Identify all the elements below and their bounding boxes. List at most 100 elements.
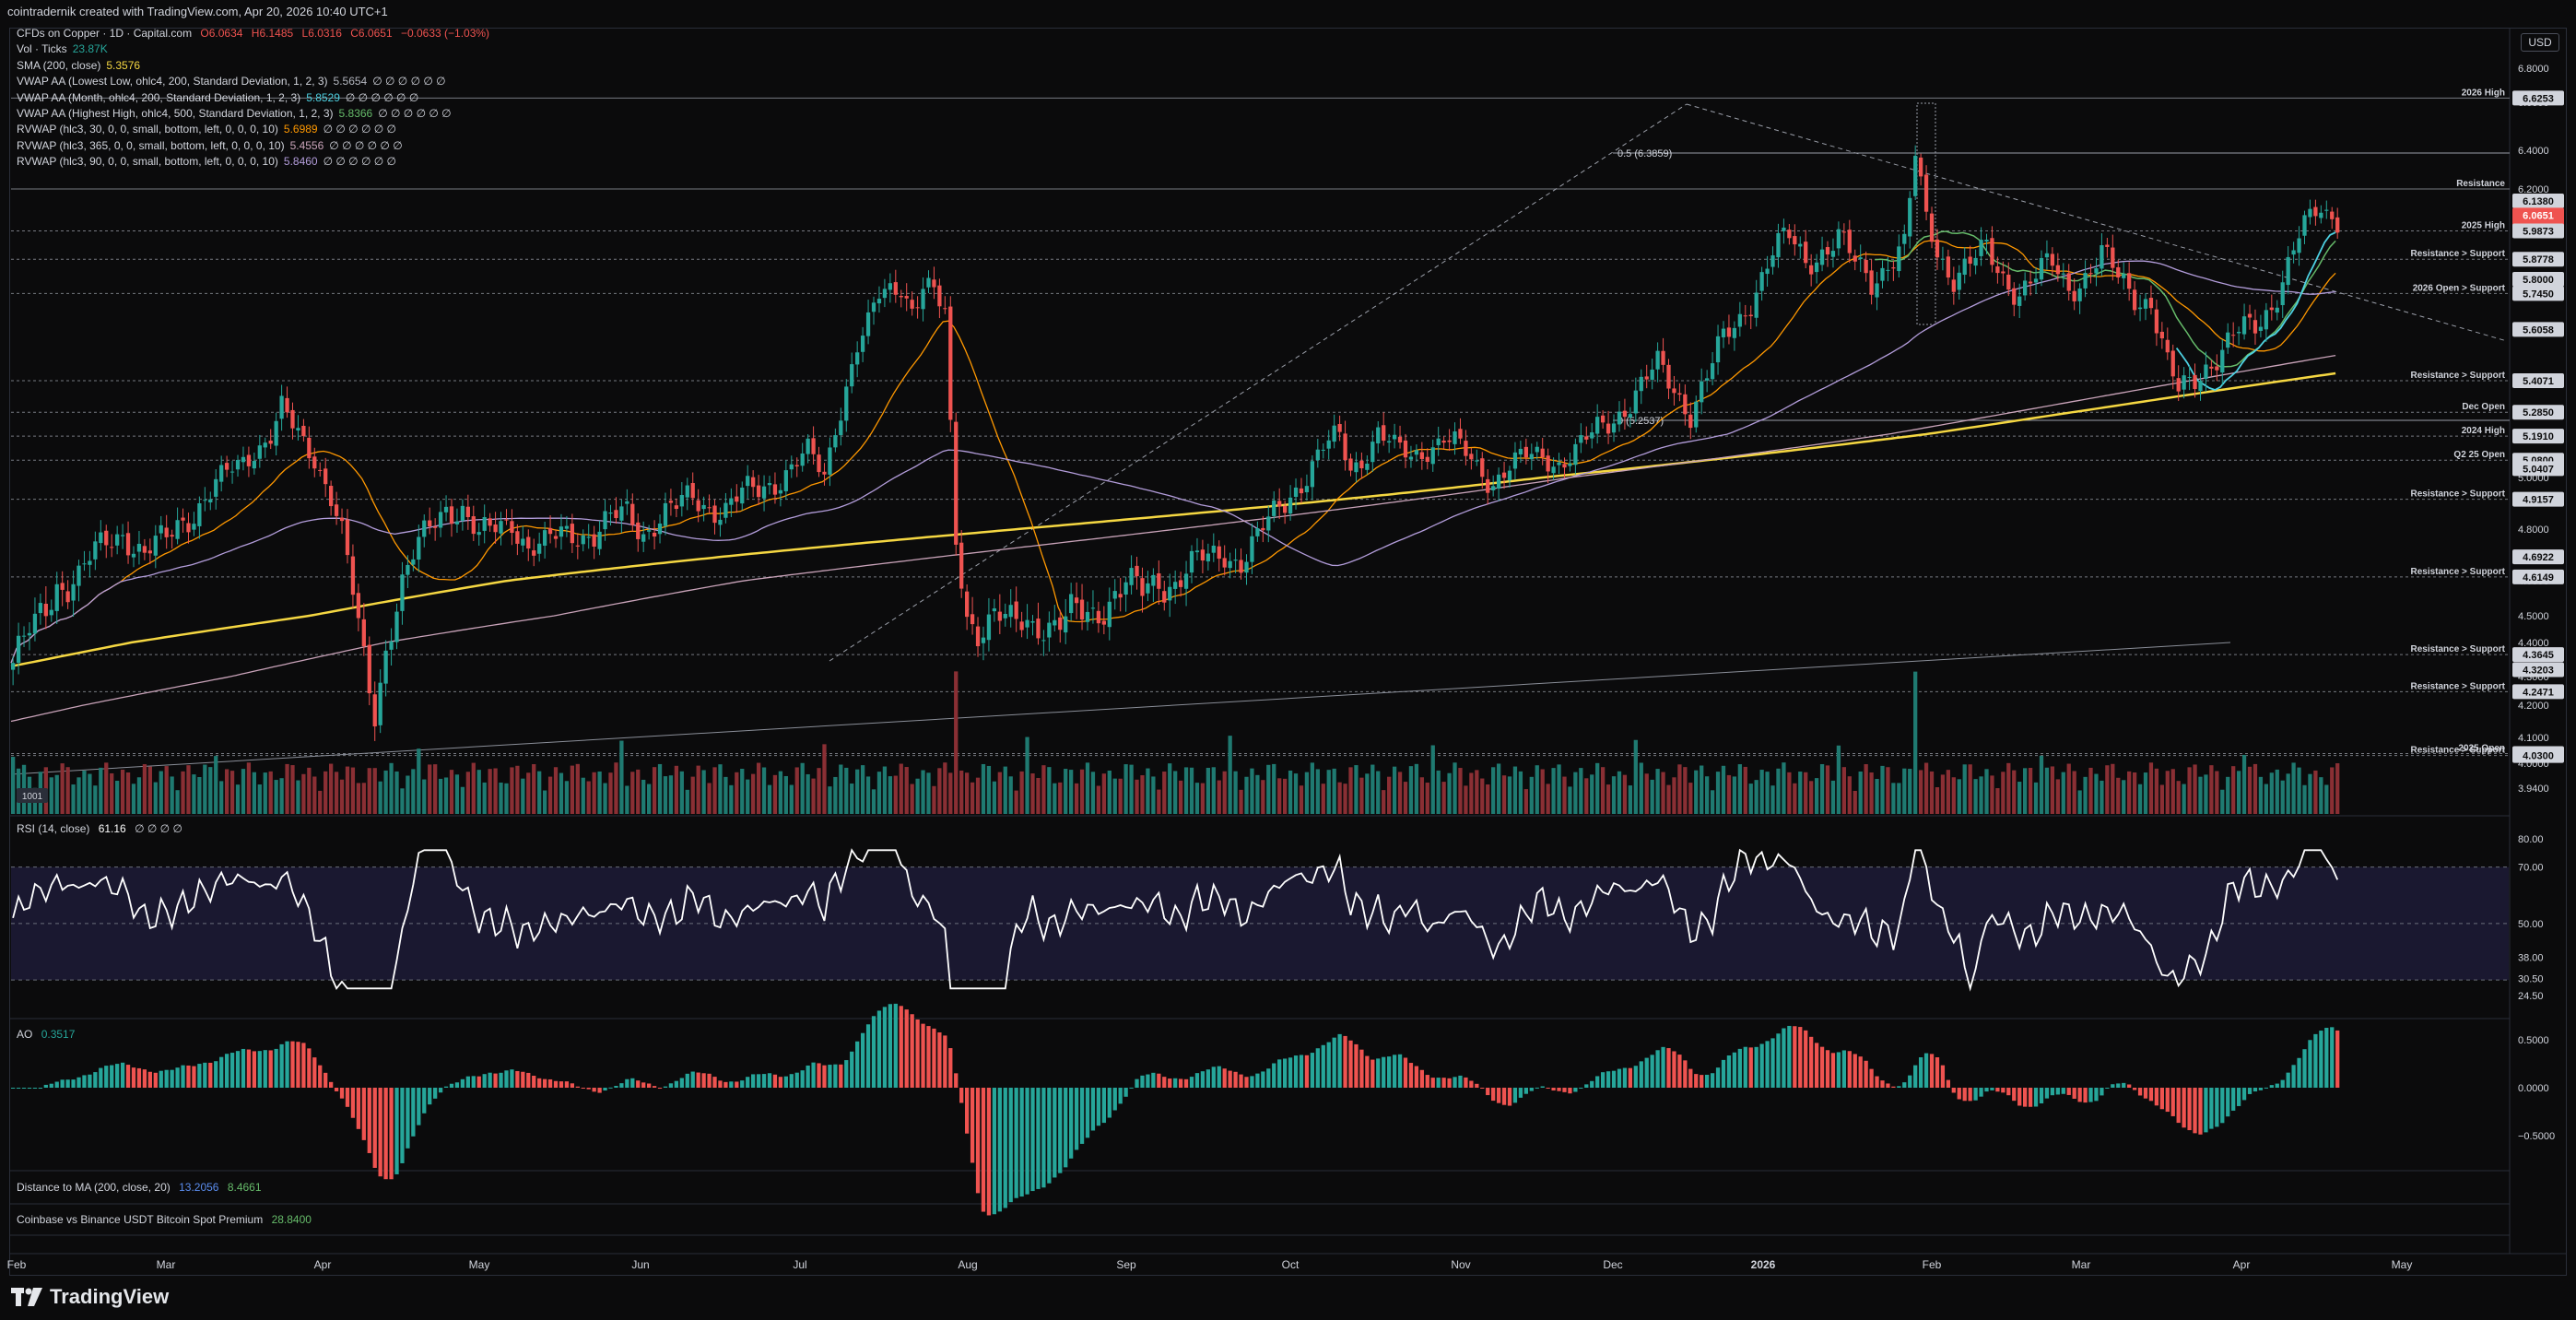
ao-bar bbox=[290, 1041, 295, 1088]
candle-body bbox=[811, 438, 816, 454]
candle-body bbox=[1946, 256, 1951, 278]
candle-body bbox=[38, 603, 43, 614]
ao-bar bbox=[570, 1083, 575, 1088]
price-badge-label: 5.2850 bbox=[2523, 407, 2554, 418]
volume-bar bbox=[646, 784, 652, 814]
candle-body bbox=[828, 447, 832, 475]
legend-row[interactable]: VWAP AA (Highest High, ohlc4, 500, Stand… bbox=[17, 106, 489, 122]
candle-body bbox=[833, 435, 838, 448]
chart-frame[interactable] bbox=[9, 28, 2567, 1276]
ao-bar bbox=[219, 1056, 224, 1088]
ao-bar bbox=[1408, 1063, 1414, 1088]
candle-body bbox=[564, 525, 570, 529]
volume-bar bbox=[2154, 768, 2159, 814]
ao-bar bbox=[367, 1088, 371, 1153]
ao-bar bbox=[1765, 1041, 1770, 1088]
premium-legend[interactable]: Coinbase vs Binance USDT Bitcoin Spot Pr… bbox=[17, 1213, 312, 1226]
legend-row[interactable]: Vol · Ticks 23.87K bbox=[17, 41, 489, 57]
candle-body bbox=[1611, 423, 1617, 433]
legend-row[interactable]: RVWAP (hlc3, 365, 0, 0, small, bottom, l… bbox=[17, 138, 489, 154]
ao-bar bbox=[1611, 1070, 1617, 1088]
candle-body bbox=[71, 583, 76, 601]
volume-bar bbox=[761, 767, 767, 814]
ao-legend[interactable]: AO 0.3517 bbox=[17, 1028, 75, 1041]
ao-bar bbox=[378, 1088, 382, 1177]
ao-bar bbox=[964, 1088, 970, 1134]
candle-body bbox=[800, 453, 805, 466]
ao-bar bbox=[1096, 1088, 1101, 1126]
volume-bar bbox=[1359, 777, 1364, 814]
tradingview-logo[interactable]: TradingView bbox=[11, 1283, 169, 1311]
volume-bar bbox=[1529, 776, 1534, 814]
candle-body bbox=[2165, 339, 2170, 353]
volume-bar bbox=[1382, 790, 1386, 814]
volume-bar bbox=[1157, 789, 1161, 814]
candle-body bbox=[1129, 568, 1134, 585]
volume-bar bbox=[2001, 772, 2006, 814]
volume-bar bbox=[318, 790, 323, 814]
candle-body bbox=[581, 535, 585, 545]
ao-bar bbox=[778, 1077, 783, 1088]
ao-bar bbox=[882, 1007, 888, 1088]
candle-body bbox=[1600, 415, 1606, 423]
volume-bar bbox=[296, 780, 300, 814]
ao-bar bbox=[948, 1048, 953, 1088]
rsi-scale-label: 38.00 bbox=[2518, 953, 2544, 964]
price-badge-label: 4.6149 bbox=[2523, 572, 2554, 583]
candle-body bbox=[2066, 273, 2071, 291]
candle-body bbox=[2209, 366, 2214, 369]
ao-bar bbox=[2050, 1088, 2055, 1096]
ao-bar bbox=[2159, 1088, 2164, 1110]
ao-bar bbox=[1019, 1088, 1024, 1197]
legend-row[interactable]: SMA (200, close) 5.3576 bbox=[17, 58, 489, 74]
candle-body bbox=[2105, 244, 2110, 247]
legend-row[interactable]: VWAP AA (Lowest Low, ohlc4, 200, Standar… bbox=[17, 74, 489, 89]
volume-bar bbox=[1737, 764, 1742, 814]
price-badge-label: 5.0407 bbox=[2523, 464, 2554, 475]
volume-bar bbox=[1041, 765, 1046, 814]
volume-bar bbox=[2088, 767, 2093, 814]
volume-bar bbox=[2302, 784, 2307, 814]
rsi-legend[interactable]: RSI (14, close) 61.16 ∅ ∅ ∅ ∅ bbox=[17, 822, 182, 835]
ao-bar bbox=[1710, 1073, 1715, 1088]
volume-bar bbox=[2264, 784, 2269, 814]
volume-bar bbox=[1864, 764, 1868, 814]
currency-button[interactable]: USD bbox=[2521, 33, 2559, 52]
ao-bar bbox=[449, 1083, 454, 1088]
volume-bar bbox=[1101, 773, 1106, 814]
distance-ma-legend[interactable]: Distance to MA (200, close, 20) 13.2056 … bbox=[17, 1181, 262, 1194]
candle-body bbox=[224, 463, 229, 470]
ao-bar bbox=[701, 1073, 706, 1088]
volume-bar bbox=[2324, 784, 2329, 814]
volume-badge-label: 1001 bbox=[22, 792, 43, 802]
candle-body bbox=[970, 614, 975, 625]
volume-bar bbox=[1841, 767, 1846, 814]
candle-body bbox=[1370, 442, 1375, 463]
legend-row[interactable]: RVWAP (hlc3, 30, 0, 0, small, bottom, le… bbox=[17, 122, 489, 137]
volume-bar bbox=[400, 788, 405, 814]
volume-bar bbox=[1694, 770, 1699, 814]
volume-bar bbox=[822, 744, 827, 814]
ao-bar bbox=[756, 1074, 761, 1088]
volume-bar bbox=[537, 771, 542, 814]
ao-bar bbox=[1661, 1046, 1665, 1088]
candle-body bbox=[433, 526, 438, 528]
volume-bar bbox=[1579, 768, 1583, 814]
ao-bar bbox=[1453, 1077, 1457, 1088]
rsi-scale-label: 80.00 bbox=[2518, 834, 2544, 845]
volume-bar bbox=[2028, 768, 2033, 814]
candle-body bbox=[2302, 215, 2307, 236]
volume-bar bbox=[1798, 772, 1803, 814]
legend-row[interactable]: RVWAP (hlc3, 90, 0, 0, small, bottom, le… bbox=[17, 154, 489, 170]
volume-bar bbox=[361, 783, 366, 814]
ao-bar bbox=[839, 1064, 843, 1088]
legend-row[interactable]: VWAP AA (Month, ohlc4, 200, Standard Dev… bbox=[17, 90, 489, 106]
symbol-line[interactable]: CFDs on Copper · 1D · Capital.com O6.063… bbox=[17, 26, 489, 41]
ao-bar bbox=[1403, 1057, 1408, 1088]
volume-bar bbox=[2330, 767, 2335, 814]
ao-bar bbox=[943, 1035, 947, 1088]
ao-bar bbox=[992, 1088, 997, 1215]
candle-body bbox=[2241, 316, 2247, 335]
candle-body bbox=[822, 471, 827, 475]
